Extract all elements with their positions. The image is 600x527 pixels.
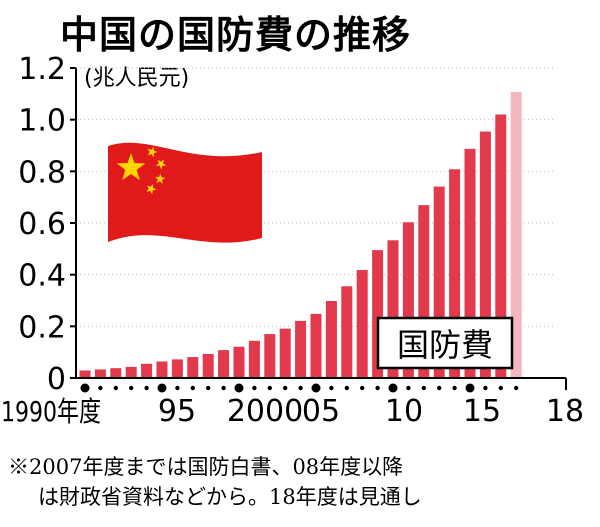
x-tick-label: 05: [302, 394, 340, 429]
x-tick-label: 95: [158, 394, 196, 429]
bar-1993: [125, 366, 137, 378]
bar-2004: [295, 320, 307, 378]
bar-2003: [279, 328, 291, 378]
x-minor-dot: [406, 385, 411, 391]
flag-small-star: [155, 173, 166, 184]
x-major-dot: [388, 383, 398, 393]
bar-1990: [79, 370, 91, 378]
footnote-line-2: は財政省資料などから。18年度は見通し: [38, 485, 422, 509]
y-tick-label: 1.2: [18, 52, 66, 87]
y-tick-label: 0.2: [18, 310, 66, 345]
bar-2008: [356, 270, 368, 378]
x-major-dot: [80, 383, 90, 393]
y-axis-ticks: 0 0.2 0.4 0.6 0.8 1.0 1.2: [18, 52, 76, 397]
x-tick-label: 15: [463, 394, 501, 429]
bar-2017: [495, 114, 507, 378]
bar-2000: [233, 346, 245, 378]
x-tick-label: 18: [546, 394, 584, 429]
x-tick-label: 1990年度: [1, 395, 101, 428]
x-minor-dot: [360, 385, 365, 391]
bar-1994: [141, 363, 153, 378]
bar-2001: [248, 340, 260, 378]
china-flag-icon: [108, 142, 262, 243]
bar-2018: [510, 92, 522, 379]
bar-2009: [372, 250, 384, 378]
x-minor-dot: [252, 385, 257, 391]
x-minor-dot: [375, 385, 380, 391]
series-label-box: 国防費: [376, 316, 514, 370]
x-minor-dot: [175, 385, 180, 391]
bar-2007: [341, 286, 353, 378]
x-minor-dot: [190, 385, 195, 391]
x-minor-dot: [421, 385, 426, 391]
bar-2005: [310, 313, 322, 378]
x-tick-label: 2000: [227, 394, 303, 429]
chart-title: 中国の国防費の推移: [60, 13, 412, 57]
x-tick-label: 10: [385, 394, 423, 429]
x-minor-dot: [113, 385, 119, 391]
x-minor-dot: [283, 385, 288, 391]
x-major-dot: [157, 383, 167, 393]
flag-small-star: [147, 146, 158, 158]
bar-1998: [202, 353, 214, 378]
x-minor-dot: [437, 385, 442, 391]
bar-2011: [402, 222, 414, 378]
x-minor-dot: [483, 385, 488, 391]
x-minor-dot: [344, 385, 349, 391]
flag-small-star: [155, 159, 167, 170]
bar-2006: [325, 301, 337, 378]
x-minor-dot: [206, 385, 211, 391]
bar-2002: [264, 334, 276, 378]
x-major-dot: [234, 383, 244, 393]
x-minor-dot: [267, 385, 272, 391]
x-minor-dot: [329, 385, 334, 391]
bar-1999: [218, 350, 230, 378]
y-tick-label: 0.6: [18, 207, 66, 242]
x-major-dot: [465, 383, 475, 393]
bar-2015: [464, 148, 476, 378]
x-minor-dot: [98, 385, 103, 391]
flag-small-star: [146, 183, 157, 195]
bar-1991: [94, 369, 106, 378]
bar-2012: [418, 205, 430, 378]
x-minor-dot: [452, 385, 457, 391]
x-minor-dot: [514, 385, 519, 391]
footnote: ※2007年度までは国防白書、08年度以降 は財政省資料などから。18年度は見通…: [8, 452, 596, 512]
y-tick-label: 0.8: [18, 155, 66, 190]
x-minor-dot: [221, 385, 226, 391]
bar-1992: [110, 368, 122, 378]
x-minor-dot: [498, 385, 503, 391]
x-minor-dot: [129, 385, 134, 391]
bar-2014: [449, 169, 461, 378]
bar-1996: [171, 359, 183, 378]
bar-1997: [187, 357, 199, 378]
y-tick-label: 1.0: [18, 104, 66, 139]
bar-series: [79, 92, 522, 379]
y-tick-label: 0: [47, 362, 66, 397]
y-tick-label: 0.4: [18, 259, 66, 294]
footnote-line-1: ※2007年度までは国防白書、08年度以降: [8, 455, 404, 479]
flag-cloth: [108, 142, 262, 243]
bar-2013: [433, 186, 445, 378]
series-label-frame: [376, 316, 514, 370]
series-label: 国防費: [397, 326, 493, 364]
x-minor-dot: [298, 385, 303, 391]
bar-2016: [479, 131, 491, 378]
bar-2010: [387, 240, 399, 378]
x-major-dot: [311, 383, 321, 393]
flag-big-star: [116, 153, 146, 181]
bar-1995: [156, 361, 168, 378]
x-minor-dot: [144, 385, 149, 391]
unit-label: (兆人民元): [84, 66, 190, 91]
